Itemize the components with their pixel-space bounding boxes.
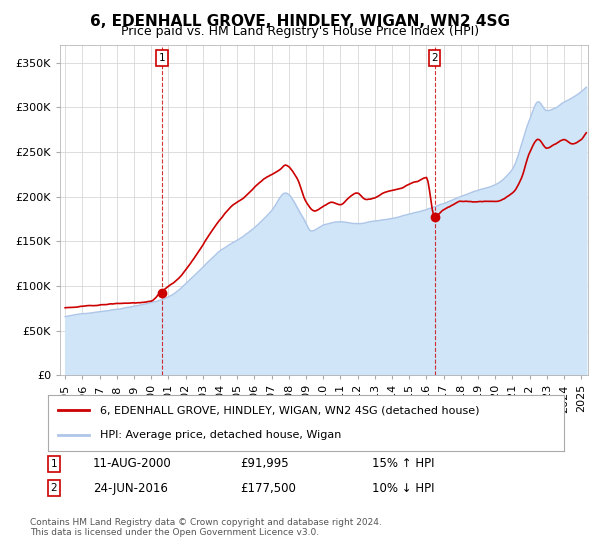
Text: 10% ↓ HPI: 10% ↓ HPI <box>372 482 434 495</box>
Text: 1: 1 <box>50 459 58 469</box>
Text: 2: 2 <box>50 483 58 493</box>
Text: HPI: Average price, detached house, Wigan: HPI: Average price, detached house, Wiga… <box>100 430 341 440</box>
Text: 6, EDENHALL GROVE, HINDLEY, WIGAN, WN2 4SG (detached house): 6, EDENHALL GROVE, HINDLEY, WIGAN, WN2 4… <box>100 405 479 416</box>
Text: £91,995: £91,995 <box>240 457 289 470</box>
Text: 2: 2 <box>431 53 438 63</box>
Text: Contains HM Land Registry data © Crown copyright and database right 2024.
This d: Contains HM Land Registry data © Crown c… <box>30 518 382 538</box>
Text: 24-JUN-2016: 24-JUN-2016 <box>93 482 168 495</box>
Text: 11-AUG-2000: 11-AUG-2000 <box>93 457 172 470</box>
Text: 15% ↑ HPI: 15% ↑ HPI <box>372 457 434 470</box>
Text: 6, EDENHALL GROVE, HINDLEY, WIGAN, WN2 4SG: 6, EDENHALL GROVE, HINDLEY, WIGAN, WN2 4… <box>90 14 510 29</box>
Text: Price paid vs. HM Land Registry's House Price Index (HPI): Price paid vs. HM Land Registry's House … <box>121 25 479 38</box>
Text: 1: 1 <box>158 53 165 63</box>
Text: £177,500: £177,500 <box>240 482 296 495</box>
